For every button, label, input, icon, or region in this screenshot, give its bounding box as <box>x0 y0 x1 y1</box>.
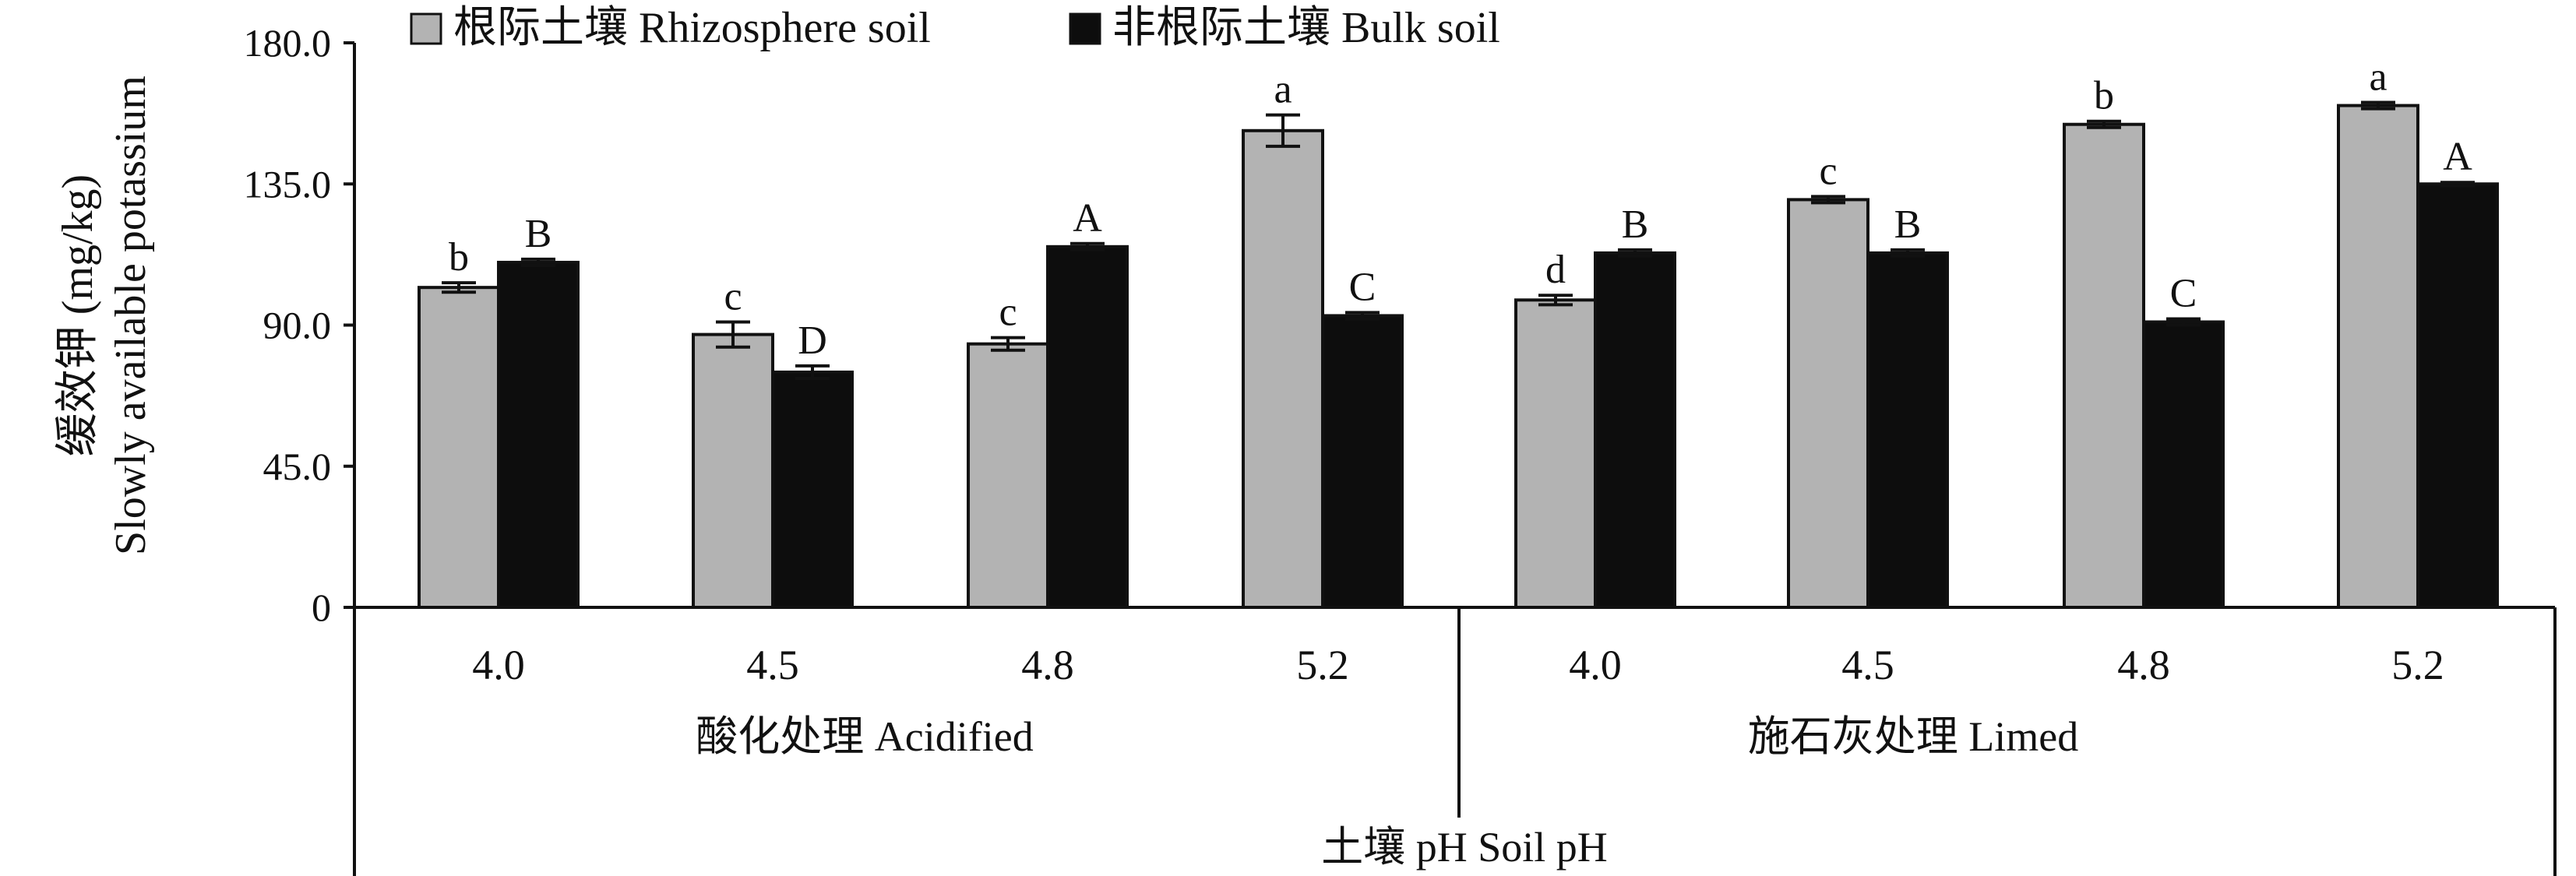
x-category-label: 4.0 <box>472 642 525 688</box>
sig-label-bulk: C <box>2170 271 2197 315</box>
bar-bulk <box>2142 320 2225 609</box>
y-tick-label: 135.0 <box>244 162 332 206</box>
x-category-label: 4.0 <box>1569 642 1622 688</box>
y-tick-label: 90.0 <box>263 304 332 347</box>
sig-label-bulk: A <box>1073 196 1102 241</box>
legend-label-bulk: 非根际土壤 Bulk soil <box>1112 4 1500 52</box>
bar-rhizosphere <box>1514 298 1597 609</box>
bar-bulk <box>1321 314 1404 609</box>
group-label-limed: 施石灰处理 Limed <box>1748 713 2078 760</box>
category-labels: 4.0 4.5 4.8 5.2 4.0 4.5 4.8 5.2 <box>472 642 2444 688</box>
bar-bulk <box>771 370 854 609</box>
sig-label-bulk: B <box>525 212 552 256</box>
sig-label-bulk: D <box>798 318 827 363</box>
bar-rhizosphere <box>1787 198 1869 609</box>
sig-label-rhizosphere: c <box>999 290 1017 335</box>
bar-rhizosphere <box>418 286 500 609</box>
y-axis-title-line2: Slowly available potassium <box>107 76 155 555</box>
bar-rhizosphere <box>2063 122 2145 609</box>
x-category-label: 4.5 <box>1841 642 1894 688</box>
x-category-label: 4.8 <box>1021 642 1074 688</box>
sig-label-bulk: C <box>1349 265 1376 309</box>
sig-label-bulk: A <box>2443 135 2472 179</box>
x-category-label: 4.8 <box>2117 642 2170 688</box>
bar-rhizosphere <box>1242 128 1324 609</box>
y-axis-title-line1: 缓效钾 (mg/kg) <box>54 174 102 456</box>
y-tick-label: 0 <box>312 586 331 629</box>
sig-label-rhizosphere: a <box>2369 55 2387 100</box>
bar-bulk <box>1046 245 1129 609</box>
sig-label-rhizosphere: a <box>1274 68 1292 112</box>
legend-label-rhizosphere: 根际土壤 Rhizosphere soil <box>453 4 931 52</box>
error-bars <box>442 100 2475 380</box>
x-category-label: 4.5 <box>746 642 799 688</box>
sig-label-bulk: B <box>1622 202 1649 247</box>
legend-swatch-rhizosphere <box>410 12 442 45</box>
group-label-acidified: 酸化处理 Acidified <box>696 713 1033 760</box>
axes <box>353 43 2557 876</box>
y-tick-label: 180.0 <box>244 21 332 65</box>
bar-rhizosphere <box>967 342 1049 609</box>
significance-labels: b c c a d c b a B D A C B B C A <box>449 55 2472 363</box>
y-ticks: 0 45.0 90.0 135.0 180.0 <box>244 21 354 629</box>
sig-label-rhizosphere: c <box>1819 149 1837 193</box>
sig-label-rhizosphere: b <box>449 235 469 280</box>
bar-bulk <box>497 260 580 609</box>
bar-bulk <box>2416 182 2499 609</box>
bar-bulk <box>1866 251 1949 609</box>
sig-label-rhizosphere: c <box>724 274 742 318</box>
bar-rhizosphere <box>692 332 774 609</box>
y-tick-label: 45.0 <box>263 445 332 488</box>
sig-label-rhizosphere: b <box>2094 74 2114 118</box>
bars <box>418 104 2499 610</box>
x-axis-title: 土壤 pH Soil pH <box>1321 824 1608 871</box>
sig-label-bulk: B <box>1894 202 1922 247</box>
x-category-label: 5.2 <box>1296 642 1349 688</box>
bar-bulk <box>1594 251 1676 609</box>
legend-swatch-bulk <box>1069 12 1101 45</box>
bar-rhizosphere <box>2337 104 2419 610</box>
sig-label-rhizosphere: d <box>1545 248 1566 292</box>
x-category-label: 5.2 <box>2391 642 2444 688</box>
legend: 根际土壤 Rhizosphere soil 非根际土壤 Bulk soil <box>410 4 1500 52</box>
